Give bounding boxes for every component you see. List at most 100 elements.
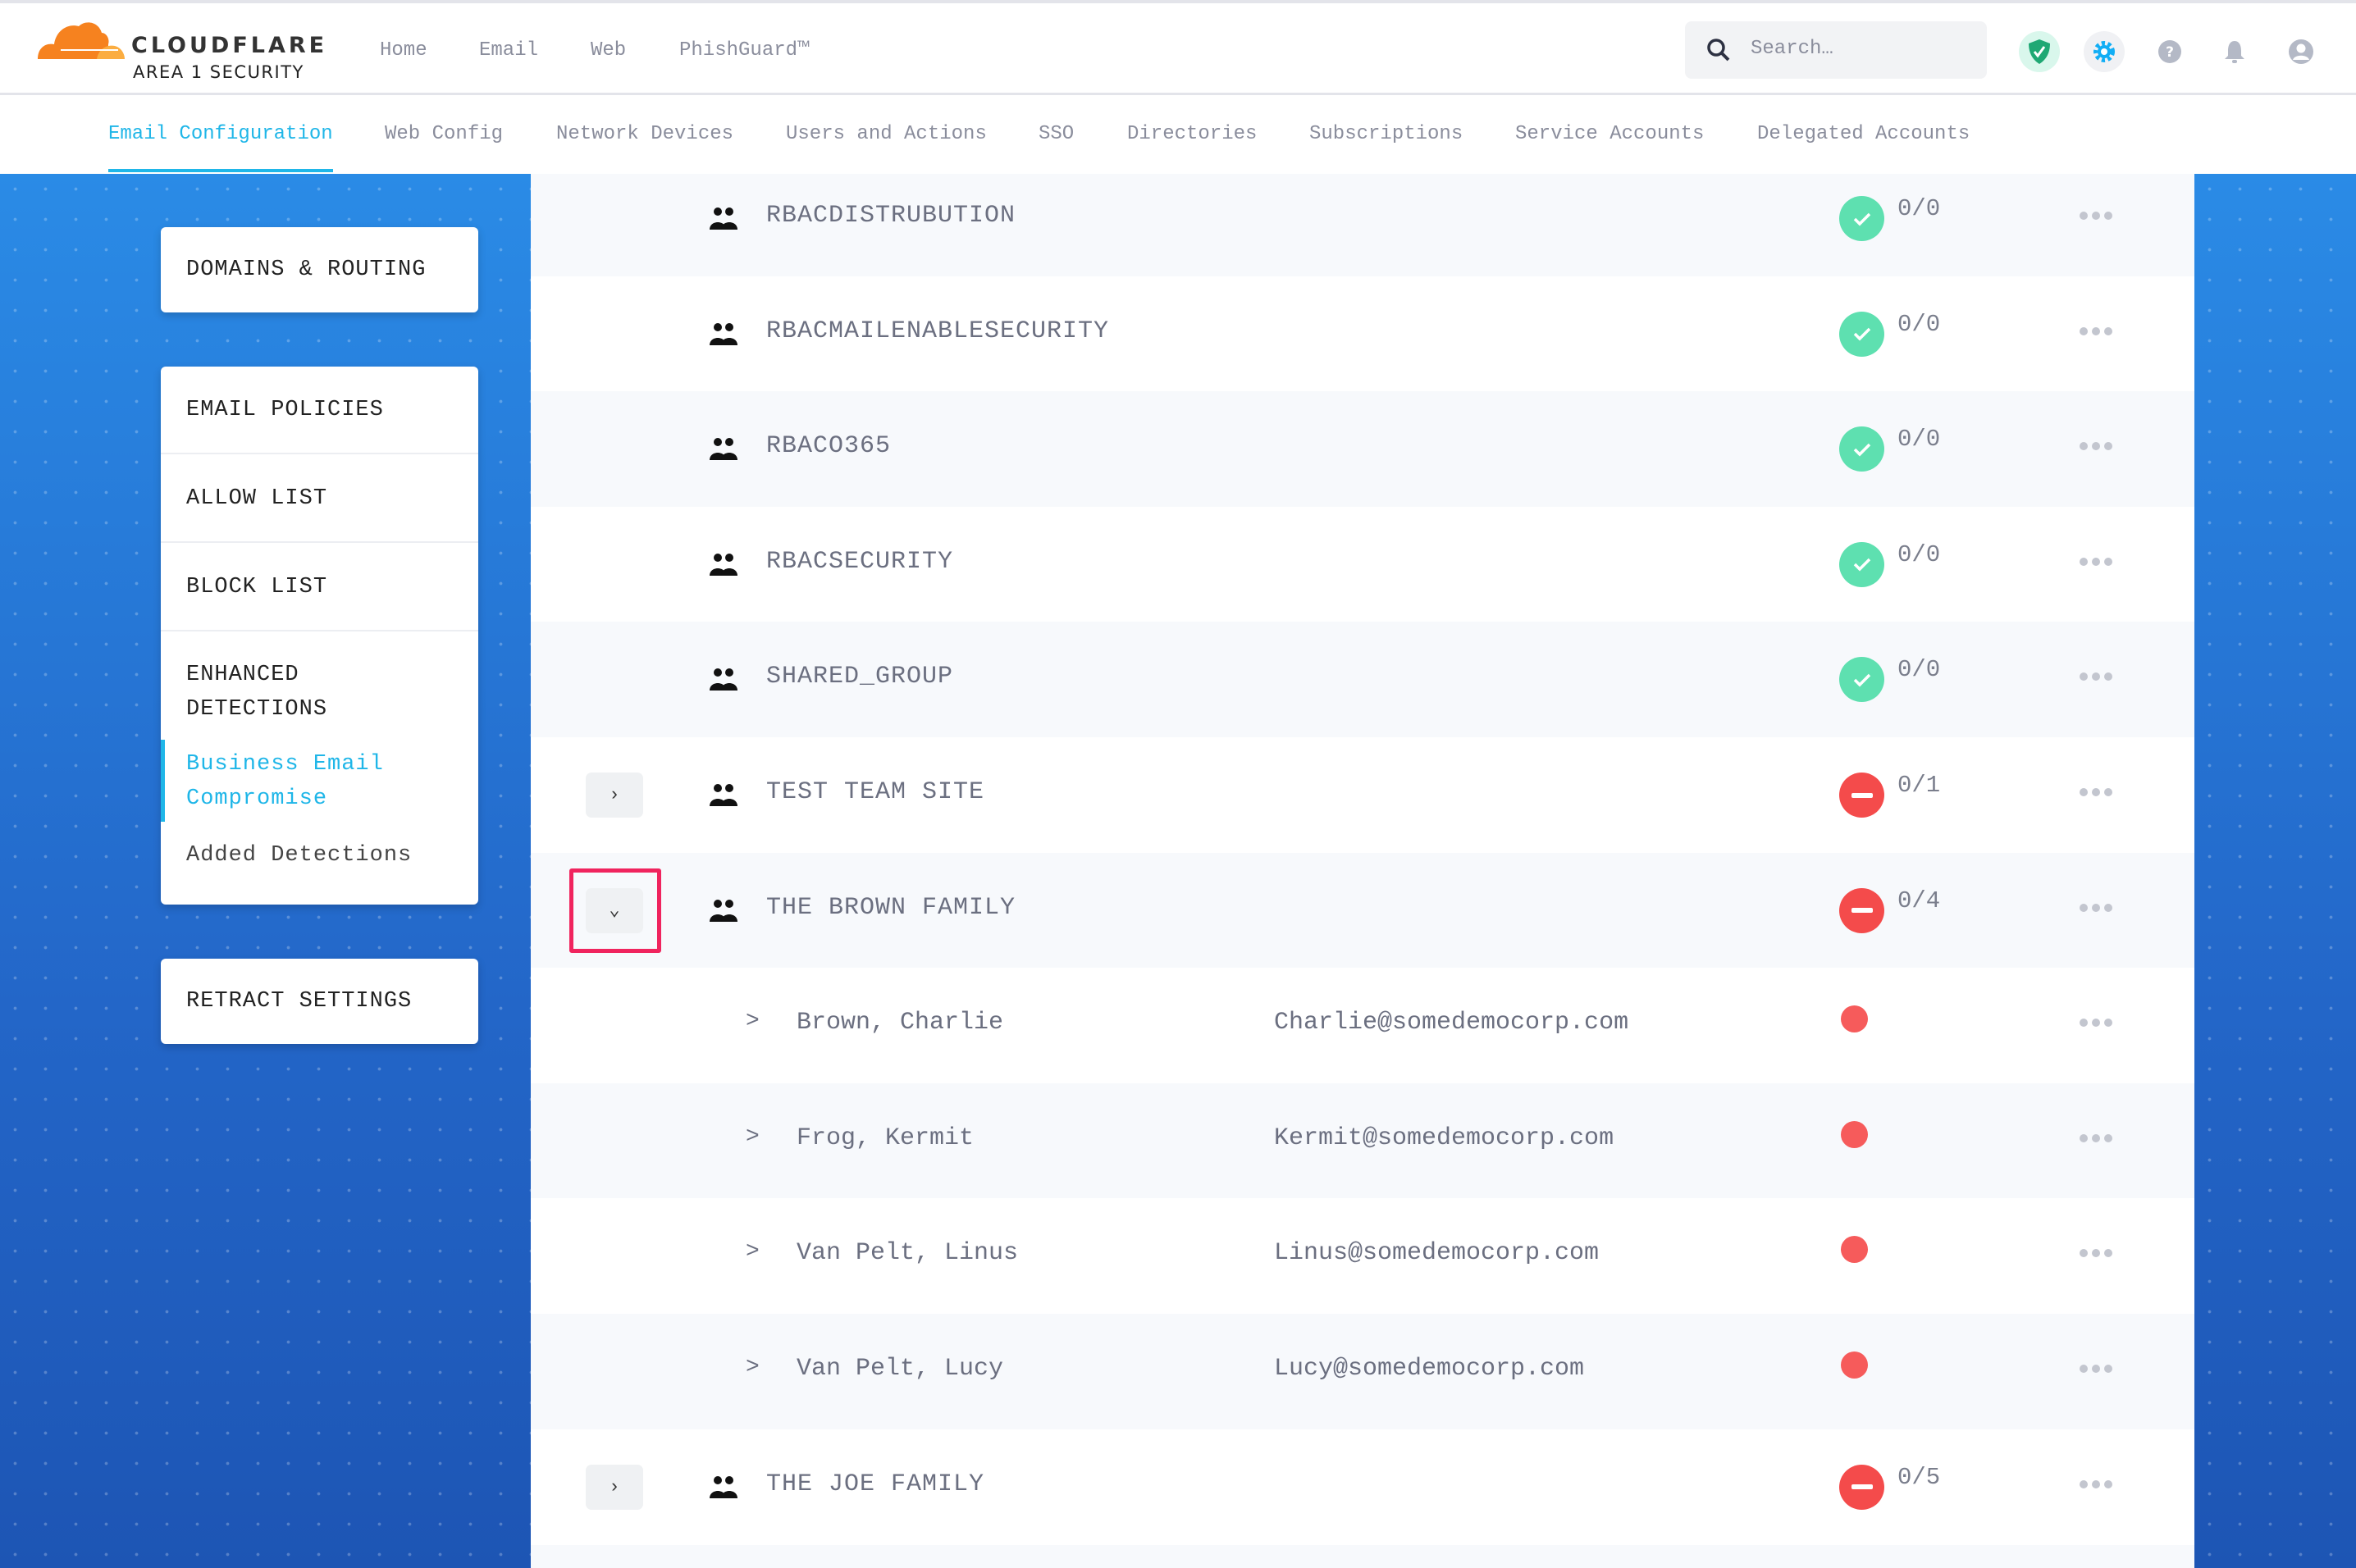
group-name[interactable]: RBACDISTRUBUTION: [766, 202, 1016, 230]
more-options-icon[interactable]: [2080, 557, 2112, 566]
status-ok-icon: [1839, 196, 1884, 241]
chevron-right-icon[interactable]: >: [746, 1239, 760, 1265]
member-row[interactable]: > Brown, Charlie Charlie@somedemocorp.com: [531, 968, 2194, 1084]
group-icon: [709, 207, 738, 231]
group-row[interactable]: RBACO365 0/0: [531, 391, 2194, 508]
tab-service-accounts[interactable]: Service Accounts: [1515, 123, 1705, 145]
group-row[interactable]: SHARED_GROUP 0/0: [531, 622, 2194, 738]
shield-check-icon[interactable]: [2019, 31, 2060, 72]
group-row[interactable]: RBACSECURITY 0/0: [531, 506, 2194, 622]
top-header: CLOUDFLARE AREA 1 SECURITY Home Email We…: [0, 0, 2356, 95]
group-icon: [709, 783, 738, 808]
group-name[interactable]: THE JOE FAMILY: [766, 1470, 985, 1498]
domains-routing-card[interactable]: DOMAINS & ROUTING: [161, 227, 478, 312]
sidebar-item-retract-settings[interactable]: RETRACT SETTINGS: [186, 989, 413, 1014]
group-row[interactable]: ⌄ THE BROWN FAMILY 0/4: [531, 852, 2194, 969]
tab-network-devices[interactable]: Network Devices: [556, 123, 734, 145]
chevron-down-icon: ⌄: [609, 900, 620, 922]
tab-email-configuration[interactable]: Email Configuration: [108, 123, 333, 172]
status-dot-icon: [1841, 1351, 1868, 1379]
retract-settings-card[interactable]: RETRACT SETTINGS: [161, 959, 478, 1044]
nav-home[interactable]: Home: [380, 39, 427, 62]
more-options-icon[interactable]: [2080, 1249, 2112, 1258]
group-row[interactable]: › TEST TEAM SITE 0/1: [531, 737, 2194, 853]
member-row[interactable]: > Van Pelt, Linus Linus@somedemocorp.com: [531, 1198, 2194, 1315]
status-error-icon: [1839, 773, 1884, 818]
group-name[interactable]: TEST TEAM SITE: [766, 778, 985, 806]
status-ok-icon: [1839, 657, 1884, 703]
chevron-right-icon[interactable]: >: [746, 1355, 760, 1380]
member-email: Linus@somedemocorp.com: [1274, 1239, 1600, 1268]
more-options-icon[interactable]: [2080, 326, 2112, 335]
status-ok-icon: [1839, 541, 1884, 587]
group-name[interactable]: SHARED_GROUP: [766, 663, 954, 691]
group-icon: [709, 322, 738, 347]
search-input[interactable]: Search…: [1685, 21, 1987, 79]
nav-phishguard[interactable]: PhishGuard™: [679, 39, 810, 62]
member-count: 0/0: [1897, 195, 1941, 222]
more-options-icon[interactable]: [2080, 1479, 2112, 1488]
sidebar-item-business-email-compromise[interactable]: Business Email Compromise: [186, 752, 384, 811]
divider: [161, 630, 478, 631]
member-row[interactable]: > Van Pelt, Lucy Lucy@somedemocorp.com: [531, 1314, 2194, 1429]
member-name[interactable]: Brown, Charlie: [797, 1009, 1004, 1037]
member-row[interactable]: > Frog, Kermit Kermit@somedemocorp.com: [531, 1083, 2194, 1199]
tab-users-and-actions[interactable]: Users and Actions: [786, 123, 987, 145]
status-ok-icon: [1839, 426, 1884, 472]
chevron-right-icon[interactable]: >: [746, 1009, 760, 1035]
member-name[interactable]: Frog, Kermit: [797, 1124, 975, 1152]
member-name[interactable]: Van Pelt, Linus: [797, 1239, 1019, 1268]
more-options-icon[interactable]: [2080, 788, 2112, 796]
sidebar-item-added-detections[interactable]: Added Detections: [186, 843, 413, 868]
sidebar-item-domains-routing[interactable]: DOMAINS & ROUTING: [186, 258, 427, 282]
email-policies-card: EMAIL POLICIES ALLOW LIST BLOCK LIST ENH…: [161, 367, 478, 905]
user-icon[interactable]: [2281, 31, 2322, 72]
divider: [161, 453, 478, 454]
chevron-right-icon: ›: [609, 785, 620, 805]
group-row[interactable]: RBACDISTRUBUTION 0/0: [531, 174, 2194, 276]
config-tabs: Email Configuration Web Config Network D…: [0, 95, 2356, 174]
bell-icon[interactable]: [2214, 31, 2255, 72]
help-icon[interactable]: ?: [2149, 31, 2190, 72]
sidebar-item-enhanced-detections[interactable]: ENHANCED DETECTIONS: [186, 663, 328, 722]
search-placeholder: Search…: [1751, 38, 1833, 60]
sidebar-item-email-policies[interactable]: EMAIL POLICIES: [186, 398, 384, 422]
sidebar-item-block-list[interactable]: BLOCK LIST: [186, 575, 328, 599]
group-row[interactable]: RBACMAILENABLESECURITY 0/0: [531, 276, 2194, 392]
more-options-icon[interactable]: [2080, 672, 2112, 681]
more-options-icon[interactable]: [2080, 1133, 2112, 1142]
nav-email[interactable]: Email: [479, 39, 539, 62]
collapse-button[interactable]: ⌄: [586, 887, 643, 933]
highlight-box: [569, 868, 661, 953]
gear-icon[interactable]: [2084, 31, 2125, 72]
divider: [161, 541, 478, 543]
more-options-icon[interactable]: [2080, 1019, 2112, 1028]
expand-button[interactable]: ›: [586, 773, 643, 818]
status-error-icon: [1839, 1464, 1884, 1510]
group-name[interactable]: RBACSECURITY: [766, 547, 954, 576]
more-options-icon[interactable]: [2080, 903, 2112, 912]
group-name[interactable]: THE BROWN FAMILY: [766, 893, 1016, 922]
cloud-icon: [38, 22, 125, 59]
tab-subscriptions[interactable]: Subscriptions: [1309, 123, 1463, 145]
nav-web[interactable]: Web: [591, 39, 627, 62]
search-icon: [1707, 39, 1730, 62]
cloudflare-logo[interactable]: CLOUDFLARE AREA 1 SECURITY: [36, 15, 324, 89]
group-name[interactable]: RBACMAILENABLESECURITY: [766, 317, 1110, 345]
tab-sso[interactable]: SSO: [1039, 123, 1075, 145]
group-icon: [709, 437, 738, 462]
tab-directories[interactable]: Directories: [1127, 123, 1258, 145]
group-row[interactable]: › THE JOE FAMILY 0/5: [531, 1429, 2194, 1545]
group-name[interactable]: RBACO365: [766, 432, 892, 461]
more-options-icon[interactable]: [2080, 442, 2112, 451]
member-name[interactable]: Van Pelt, Lucy: [797, 1355, 1004, 1383]
member-count: 0/0: [1897, 310, 1941, 338]
expand-button[interactable]: ›: [586, 1464, 643, 1510]
more-options-icon[interactable]: [2080, 212, 2112, 220]
member-email: Charlie@somedemocorp.com: [1274, 1009, 1629, 1037]
more-options-icon[interactable]: [2080, 1365, 2112, 1373]
tab-delegated-accounts[interactable]: Delegated Accounts: [1757, 123, 1970, 145]
sidebar-item-allow-list[interactable]: ALLOW LIST: [186, 486, 328, 511]
tab-web-config[interactable]: Web Config: [385, 123, 504, 145]
chevron-right-icon[interactable]: >: [746, 1124, 760, 1150]
